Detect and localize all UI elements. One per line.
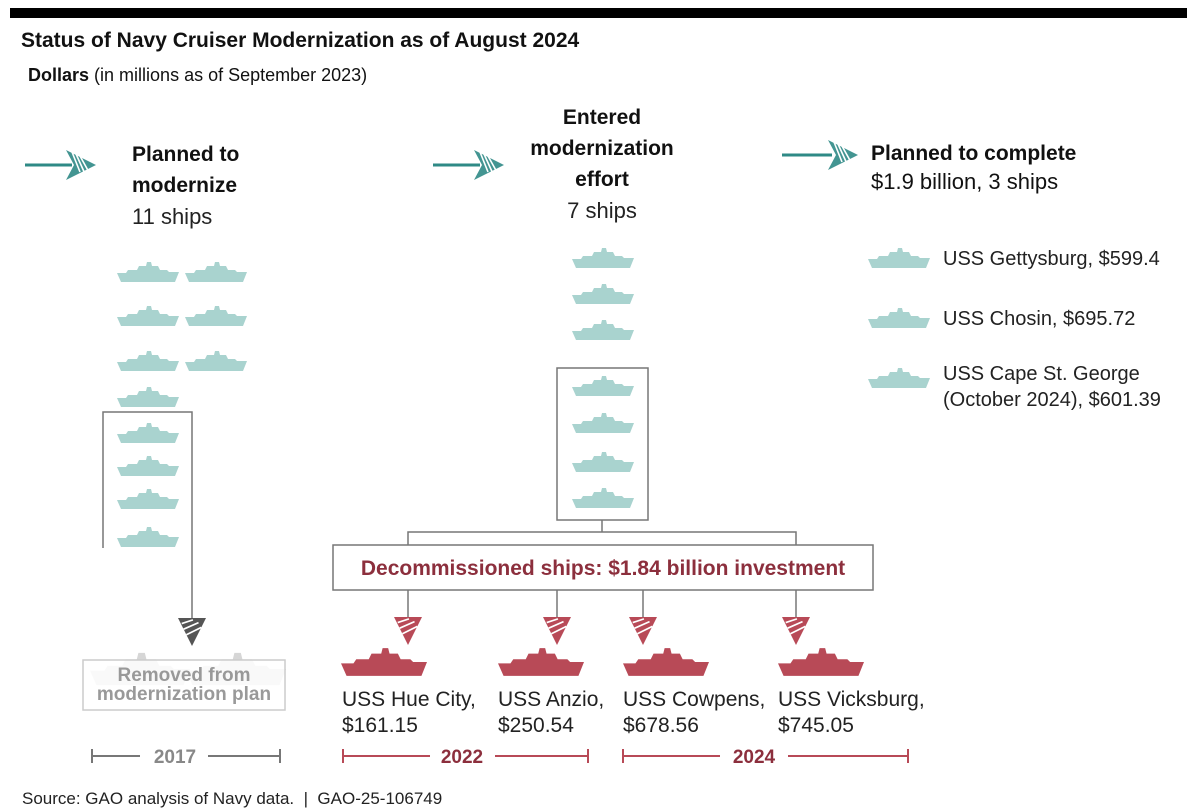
year-label: 2022: [441, 747, 483, 768]
ship-icon: [185, 306, 247, 326]
arrow-down-icon: [629, 617, 657, 645]
page-title: Status of Navy Cruiser Modernization as …: [21, 29, 579, 52]
entered-ship-icons: [572, 248, 634, 508]
arrow-down-icon: [394, 617, 422, 645]
ship-name: USS Cowpens,: [623, 688, 765, 711]
ship-icon: [117, 527, 179, 547]
ship-icon: [117, 387, 179, 407]
source-note: Source: GAO analysis of Navy data. | GAO…: [22, 789, 442, 808]
top-rule: [10, 8, 1187, 18]
complete-ship-labels: USS Gettysburg, $599.4 USS Chosin, $695.…: [943, 248, 1161, 411]
removed-label-2: modernization plan: [97, 684, 271, 705]
ship-name: USS Hue City,: [342, 688, 476, 711]
year-label: 2024: [733, 747, 776, 768]
ship-cost: $250.54: [498, 714, 574, 737]
decommissioned-drop-lines: [407, 590, 797, 620]
entered-heading-3: effort: [575, 168, 629, 191]
ship-icon: [623, 648, 709, 676]
ship-icon: [117, 306, 179, 326]
ship-label: USS Chosin, $695.72: [943, 308, 1135, 330]
planned-ship-icons: [117, 262, 247, 547]
decommissioned-arrow-icons: [394, 617, 810, 645]
ship-icon: [498, 648, 584, 676]
removed-bracket: [102, 411, 193, 622]
planned-heading-1: Planned to: [132, 143, 239, 166]
subtitle: Dollars (in millions as of September 202…: [28, 65, 367, 85]
arrow-right-icon: [433, 149, 504, 181]
timeline-2017: [91, 749, 281, 763]
arrow-down-icon: [782, 617, 810, 645]
ship-name: USS Anzio,: [498, 688, 604, 711]
planned-heading-2: modernize: [132, 174, 237, 197]
ship-icon: [117, 351, 179, 371]
ship-cost: $161.15: [342, 714, 418, 737]
planned-count: 11 ships: [132, 204, 212, 229]
ship-icon: [572, 248, 634, 268]
ship-icon: [341, 648, 427, 676]
ship-cost: $678.56: [623, 714, 699, 737]
decommissioned-ship-labels: USS Hue City, $161.15 USS Anzio, $250.54…: [342, 688, 925, 737]
complete-summary: $1.9 billion, 3 ships: [871, 169, 1058, 194]
decommissioned-label: Decommissioned ships: $1.84 billion inve…: [361, 557, 845, 580]
removed-box: [82, 659, 286, 711]
ship-icon: [572, 376, 634, 396]
ship-icon: [572, 320, 634, 340]
ship-cost: $745.05: [778, 714, 854, 737]
ship-icon: [868, 248, 930, 268]
ship-icon: [572, 413, 634, 433]
complete-ship-icons: [868, 248, 930, 388]
ship-icon: [117, 489, 179, 509]
ship-icon: [117, 262, 179, 282]
ship-label: USS Gettysburg, $599.4: [943, 248, 1160, 270]
ship-icon: [572, 284, 634, 304]
ship-icon: [572, 452, 634, 472]
arrow-right-icon: [782, 139, 858, 171]
ship-icon: [117, 423, 179, 443]
timeline-2022-2024: [342, 749, 909, 763]
ship-label: (October 2024), $601.39: [943, 389, 1161, 411]
removed-label-1: Removed from: [117, 665, 250, 686]
entered-heading-1: Entered: [563, 106, 641, 129]
entered-count: 7 ships: [567, 198, 637, 223]
ship-icon: [778, 648, 864, 676]
ship-icon: [117, 456, 179, 476]
ship-icon: [185, 351, 247, 371]
ship-icon: [868, 368, 930, 388]
decommissioned-box: [332, 544, 874, 591]
decommissioned-ship-icons: [341, 648, 864, 676]
arrow-down-icon: [178, 618, 206, 646]
ship-label: USS Cape St. George: [943, 363, 1140, 385]
ship-name: USS Vicksburg,: [778, 688, 925, 711]
decommissioned-connectors: [407, 367, 797, 545]
entered-heading-2: modernization: [530, 137, 674, 160]
ship-icon: [572, 488, 634, 508]
ship-icon: [185, 262, 247, 282]
arrow-right-icon: [25, 149, 96, 181]
complete-heading: Planned to complete: [871, 142, 1076, 165]
arrow-down-icon: [543, 617, 571, 645]
year-label: 2017: [154, 747, 196, 768]
ship-icon: [868, 308, 930, 328]
